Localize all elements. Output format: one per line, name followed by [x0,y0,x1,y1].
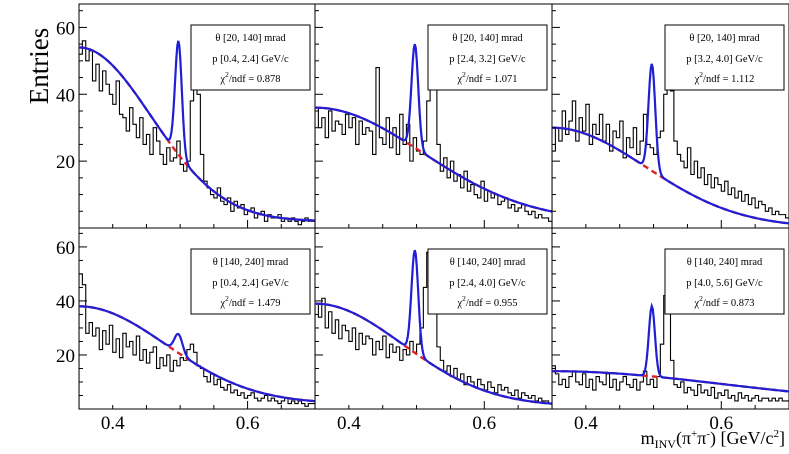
chi2-label: χ2/ndf = 1.112 [694,70,755,85]
panel-3: θ [20, 140] mrad p [3.2, 4.0] GeV/c χ2/ndf… [551,3,789,229]
histogram-bins [79,273,315,409]
stats-box: θ [140, 240] mrad p [0.4, 2.4] GeV/c χ2/nd… [190,248,311,315]
momentum-range-label: p [2.4, 3.2] GeV/c [449,54,526,65]
x-tick-label: 0.6 [709,413,733,434]
x-tick-label: 0.4 [337,413,361,434]
panel-1: 20 40 60 θ [20, 140] mrad p [0.4, 2.4] GeV/c… [56,3,316,229]
x-tick-label: 0.6 [236,413,260,434]
theta-range-label: θ [140, 240] mrad [213,257,289,268]
total-fit-curve [552,63,789,225]
x-tick-label: 0.4 [574,413,598,434]
panel-2: θ [20, 140] mrad p [2.4, 3.2] GeV/c χ2/ndf… [314,3,553,229]
stats-box: θ [140, 240] mrad p [4.0, 5.6] GeV/c χ2/nd… [664,248,785,315]
chi2-label: χ2/ndf = 0.955 [456,294,517,309]
stats-box-frame [427,248,548,315]
panel-6: 0.4 0.6 θ [140, 240] mrad p [4.0, 5.6] GeV/… [551,227,789,434]
y-axis-label: Entries [24,28,54,104]
momentum-range-label: p [3.2, 4.0] GeV/c [686,54,763,65]
x-axis-label: mINV(π+π-) [GeV/c2] [641,428,785,451]
chi2-label: χ2/ndf = 0.878 [219,70,280,85]
y-tick-label: 60 [56,238,75,259]
chi2-label: χ2/ndf = 1.071 [456,70,517,85]
stats-box-frame [664,248,785,315]
x-tick-label: 0.6 [472,413,496,434]
panels-layer: 20 40 60 θ [20, 140] mrad p [0.4, 2.4] GeV/c… [56,3,789,434]
momentum-range-label: p [2.4, 4.0] GeV/c [449,278,526,289]
stats-box: θ [20, 140] mrad p [0.4, 2.4] GeV/c χ2/ndf… [190,24,311,91]
chi2-label: χ2/ndf = 1.479 [219,294,280,309]
momentum-range-label: p [4.0, 5.6] GeV/c [686,278,763,289]
y-tick-label: 40 [56,85,75,106]
y-tick-label: 60 [56,18,75,39]
stats-box-frame [427,24,548,91]
stats-box-frame [664,24,785,91]
panel-4: 20 40 60 0.4 0.6 θ [140, 240] mrad p [0.4, 2.4… [56,227,316,434]
background-fit-curve [315,302,552,405]
stats-box-frame [190,248,311,315]
theta-range-label: θ [20, 140] mrad [452,33,523,44]
momentum-range-label: p [0.4, 2.4] GeV/c [212,278,289,289]
stats-box: θ [20, 140] mrad p [3.2, 4.0] GeV/c χ2/ndf… [664,24,785,91]
y-tick-label: 20 [56,152,75,173]
total-fit-curve [315,249,552,405]
stats-box-frame [190,24,311,91]
theta-range-label: θ [20, 140] mrad [215,33,286,44]
total-fit-curve [552,302,789,393]
panel-5: 0.4 0.6 θ [140, 240] mrad p [2.4, 4.0] GeV/… [314,227,553,434]
panel-frame [551,227,789,410]
chi2-label: χ2/ndf = 0.873 [693,294,754,309]
momentum-range-label: p [0.4, 2.4] GeV/c [212,54,289,65]
background-fit-curve [552,126,789,225]
y-tick-label: 20 [56,346,75,367]
y-tick-label: 40 [56,292,75,313]
total-fit-curve [79,305,315,403]
theta-range-label: θ [140, 240] mrad [450,257,526,268]
theta-range-label: θ [140, 240] mrad [687,257,763,268]
stats-box: θ [140, 240] mrad p [2.4, 4.0] GeV/c χ2/nd… [427,248,548,315]
stats-box: θ [20, 140] mrad p [2.4, 3.2] GeV/c χ2/ndf… [427,24,548,91]
total-fit-curve [315,43,552,213]
total-fit-curve [79,40,315,222]
x-tick-label: 0.4 [101,413,125,434]
theta-range-label: θ [20, 140] mrad [689,33,760,44]
